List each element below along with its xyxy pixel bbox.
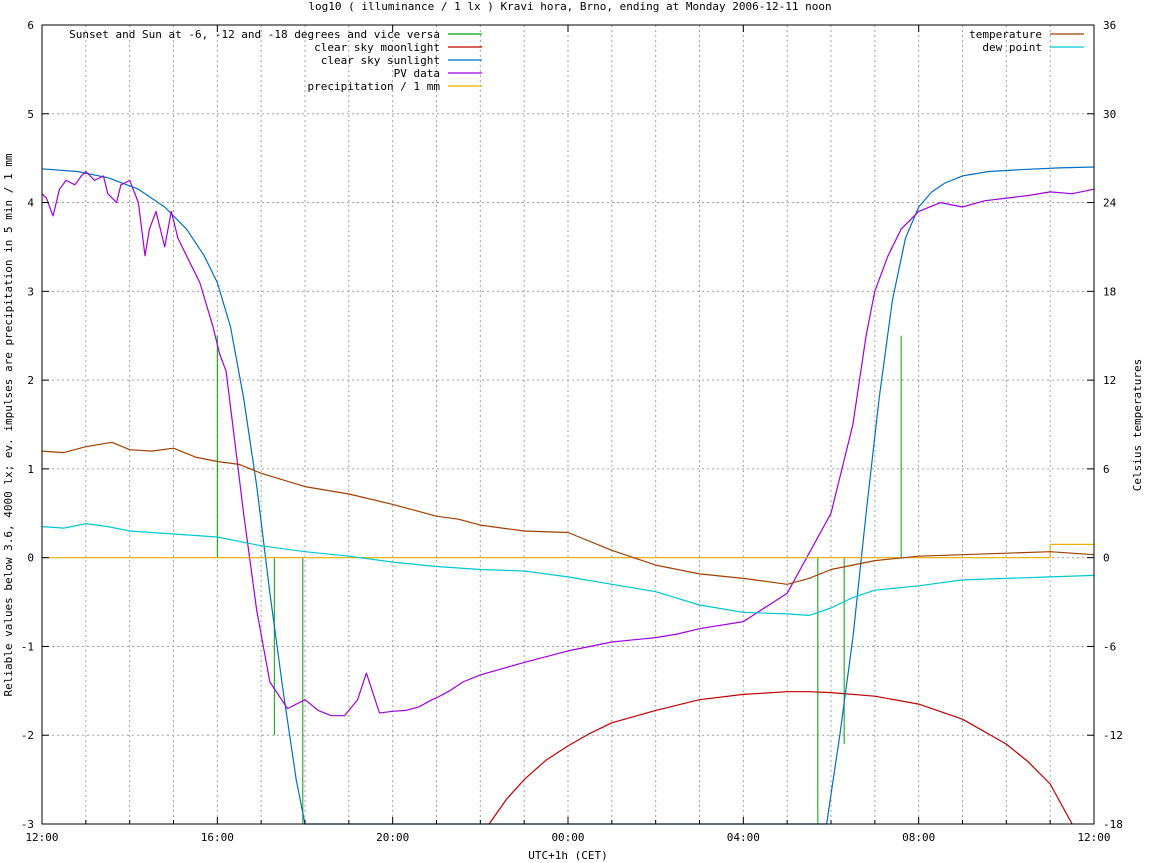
chart-title: log10 ( illuminance / 1 lx ) Kravi hora,…: [308, 0, 831, 13]
legend-label: temperature: [969, 28, 1042, 41]
y-tick-label: -1: [21, 640, 34, 653]
y-axis-label: Reliable values below 3.6, 4000 lx; ev. …: [2, 153, 15, 696]
y-tick-label: 2: [27, 374, 34, 387]
y-tick-label: 4: [27, 197, 34, 210]
x-tick-label: 04:00: [727, 831, 760, 844]
y-tick-label: -2: [21, 729, 34, 742]
x-axis-label: UTC+1h (CET): [528, 849, 607, 862]
y2-tick-label: -12: [1103, 729, 1123, 742]
y2-tick-label: 30: [1103, 108, 1116, 121]
y2-tick-label: -18: [1103, 818, 1123, 831]
legend: Sunset and Sun at -6, -12 and -18 degree…: [69, 28, 1084, 93]
y2-tick-label: -6: [1103, 640, 1116, 653]
x-tick-label: 12:00: [25, 831, 58, 844]
legend-label: Sunset and Sun at -6, -12 and -18 degree…: [69, 28, 440, 41]
y-tick-label: 6: [27, 19, 34, 32]
series-line-dew-point: [41, 522, 1095, 617]
x-tick-label: 12:00: [1077, 831, 1110, 844]
series-line-clear-sky-moonlight: [488, 691, 1073, 825]
legend-label: precipitation / 1 mm: [308, 80, 441, 93]
legend-label: clear sky moonlight: [314, 41, 440, 54]
y-tick-label: -3: [21, 818, 34, 831]
x-tick-label: 20:00: [376, 831, 409, 844]
y2-tick-label: 6: [1103, 463, 1110, 476]
y2-axis-label: Celsius temperatures: [1131, 359, 1144, 491]
x-tick-label: 00:00: [551, 831, 584, 844]
legend-label: PV data: [394, 67, 440, 80]
ticks: 12:00 16:00 20:00 00:00 04:00 08:00 12:00-3-2-…: [21, 19, 1123, 844]
y-tick-label: 5: [27, 108, 34, 121]
series-line-precipitation-1-mm: [42, 543, 1094, 559]
x-tick-label: 16:00: [201, 831, 234, 844]
y2-tick-label: 18: [1103, 285, 1116, 298]
x-tick-label: 08:00: [902, 831, 935, 844]
y-tick-label: 0: [27, 552, 34, 565]
y2-tick-label: 0: [1103, 552, 1110, 565]
y-tick-label: 1: [27, 463, 34, 476]
y2-tick-label: 36: [1103, 19, 1116, 32]
y2-tick-label: 24: [1103, 197, 1117, 210]
legend-label: clear sky sunlight: [321, 54, 440, 67]
y-tick-label: 3: [27, 285, 34, 298]
y2-tick-label: 12: [1103, 374, 1116, 387]
legend-label: dew point: [982, 41, 1042, 54]
series-line-temperature: [41, 441, 1095, 585]
series-line-pv-data: [41, 170, 1095, 717]
